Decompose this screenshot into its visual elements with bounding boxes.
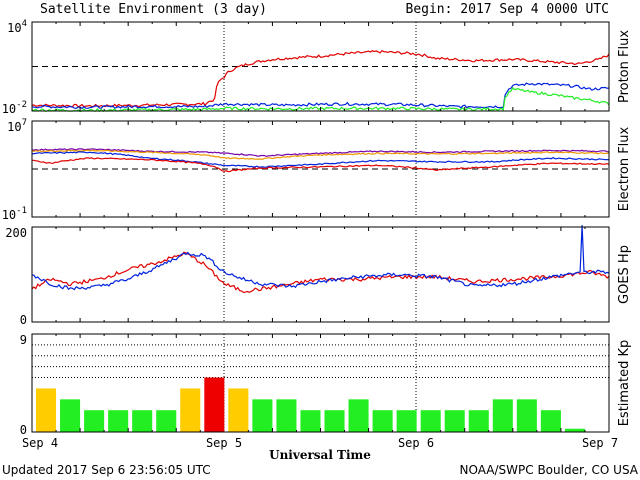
electron-flux-panel: 107 10-1 Electron Flux [2, 118, 632, 222]
electron-flux-y-tick-top: 107 [7, 118, 27, 134]
goes-hp-series-red [31, 251, 610, 294]
chart-title: Satellite Environment (3 day) [40, 2, 267, 17]
goes-hp-label: GOES Hp [617, 245, 632, 304]
estimated-kp-y-tick-top: 9 [20, 333, 27, 347]
kp-bar [252, 399, 273, 432]
proton-flux-series-blue [31, 82, 610, 110]
kp-bar [516, 399, 537, 432]
kp-bar [84, 410, 105, 432]
panels: 104 10-2 Proton Flux 107 10-1 Electron Flux 20… [2, 19, 632, 437]
kp-bar [564, 428, 585, 432]
kp-bar [348, 399, 369, 432]
kp-bar [324, 410, 345, 432]
electron-flux-y-tick-bottom: 10-1 [2, 206, 27, 222]
proton-flux-y-tick-bottom: 10-2 [2, 100, 27, 116]
kp-bar [420, 410, 441, 432]
electron-flux-series-purple [31, 148, 610, 158]
kp-bar [276, 399, 297, 432]
kp-bar [60, 399, 81, 432]
kp-bar [492, 399, 513, 432]
updated-text: Updated 2017 Sep 6 23:56:05 UTC [2, 463, 211, 477]
kp-bar [372, 410, 393, 432]
goes-hp-panel: 200 0 GOES Hp [5, 225, 632, 327]
estimated-kp-y-tick-bottom: 0 [20, 423, 27, 437]
x-tick-sep4: Sep 4 [22, 436, 58, 450]
kp-bar [540, 410, 561, 432]
kp-bar [156, 410, 177, 432]
x-tick-sep5: Sep 5 [206, 436, 242, 450]
kp-bar [204, 377, 225, 432]
electron-flux-series-blue [31, 151, 610, 168]
proton-flux-series-red [31, 49, 610, 108]
credit-text: NOAA/SWPC Boulder, CO USA [460, 463, 639, 477]
kp-bar [300, 410, 321, 432]
proton-flux-y-tick-top: 104 [7, 19, 27, 35]
x-axis-label: Universal Time [269, 448, 371, 462]
kp-bar [180, 388, 201, 432]
kp-bar [396, 410, 417, 432]
goes-hp-y-tick-top: 200 [5, 226, 27, 240]
electron-flux-series-red [32, 157, 610, 173]
kp-bar [108, 410, 129, 432]
goes-hp-y-tick-bottom: 0 [20, 313, 27, 327]
electron-flux-series-orange [31, 149, 610, 160]
kp-bar [36, 388, 57, 432]
estimated-kp-label: Estimated Kp [617, 340, 632, 427]
goes-hp-series-blue [31, 225, 610, 291]
x-tick-sep7: Sep 7 [582, 436, 618, 450]
electron-flux-label: Electron Flux [617, 126, 632, 211]
kp-bar [132, 410, 153, 432]
kp-bar [228, 388, 249, 432]
x-tick-sep6: Sep 6 [398, 436, 434, 450]
begin-time: Begin: 2017 Sep 4 0000 UTC [406, 2, 610, 17]
kp-bar [468, 410, 489, 432]
estimated-kp-panel: 9 0 Estimated Kp [20, 333, 632, 437]
proton-flux-panel: 104 10-2 Proton Flux [2, 19, 632, 116]
kp-bar [444, 410, 465, 432]
proton-flux-label: Proton Flux [617, 30, 632, 103]
